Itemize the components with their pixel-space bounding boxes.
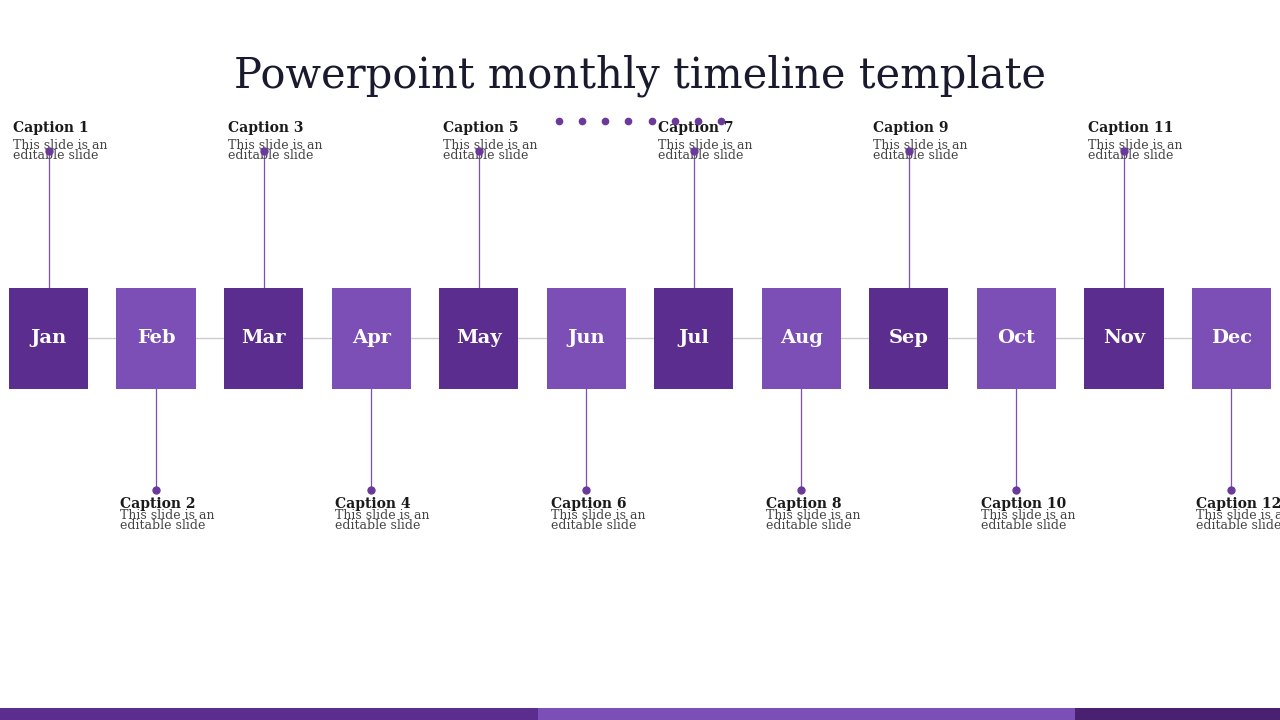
Text: Powerpoint monthly timeline template: Powerpoint monthly timeline template [234, 54, 1046, 97]
Text: Caption 8: Caption 8 [765, 497, 841, 510]
Text: Caption 10: Caption 10 [980, 497, 1066, 510]
Text: Caption 3: Caption 3 [228, 122, 303, 135]
Text: editable slide: editable slide [765, 519, 851, 532]
Text: editable slide: editable slide [873, 149, 959, 162]
Text: Apr: Apr [352, 329, 390, 347]
Text: editable slide: editable slide [13, 149, 99, 162]
Text: This slide is an: This slide is an [765, 509, 860, 522]
Text: Caption 12: Caption 12 [1196, 497, 1280, 510]
Text: Caption 6: Caption 6 [550, 497, 626, 510]
Text: editable slide: editable slide [120, 519, 206, 532]
Text: editable slide: editable slide [658, 149, 744, 162]
Text: Feb: Feb [137, 329, 175, 347]
Bar [0, 708, 538, 720]
FancyBboxPatch shape [439, 288, 518, 389]
Text: editable slide: editable slide [1196, 519, 1280, 532]
FancyBboxPatch shape [977, 288, 1056, 389]
FancyBboxPatch shape [116, 288, 196, 389]
Text: editable slide: editable slide [1088, 149, 1174, 162]
Text: Jan: Jan [31, 329, 67, 347]
FancyBboxPatch shape [762, 288, 841, 389]
Text: Caption 1: Caption 1 [13, 122, 88, 135]
Text: Nov: Nov [1103, 329, 1144, 347]
FancyBboxPatch shape [869, 288, 948, 389]
FancyBboxPatch shape [224, 288, 303, 389]
Text: Caption 11: Caption 11 [1088, 122, 1174, 135]
Text: editable slide: editable slide [228, 149, 314, 162]
FancyBboxPatch shape [1192, 288, 1271, 389]
FancyBboxPatch shape [547, 288, 626, 389]
Text: This slide is an: This slide is an [658, 139, 753, 152]
Text: This slide is an: This slide is an [443, 139, 538, 152]
Text: editable slide: editable slide [335, 519, 421, 532]
Text: This slide is an: This slide is an [873, 139, 968, 152]
Text: editable slide: editable slide [443, 149, 529, 162]
Text: Jul: Jul [678, 329, 709, 347]
FancyBboxPatch shape [1084, 288, 1164, 389]
Text: Oct: Oct [997, 329, 1036, 347]
Bar [538, 708, 1075, 720]
Text: Aug: Aug [780, 329, 823, 347]
Text: This slide is an: This slide is an [335, 509, 430, 522]
FancyBboxPatch shape [654, 288, 733, 389]
Text: Caption 4: Caption 4 [335, 497, 411, 510]
Text: This slide is an: This slide is an [980, 509, 1075, 522]
Text: Dec: Dec [1211, 329, 1252, 347]
Text: This slide is an: This slide is an [120, 509, 215, 522]
FancyBboxPatch shape [332, 288, 411, 389]
Text: Jun: Jun [567, 329, 605, 347]
Text: This slide is an: This slide is an [550, 509, 645, 522]
Text: This slide is an: This slide is an [13, 139, 108, 152]
Text: Caption 9: Caption 9 [873, 122, 948, 135]
Text: This slide is an: This slide is an [228, 139, 323, 152]
Text: Caption 2: Caption 2 [120, 497, 196, 510]
Text: Caption 7: Caption 7 [658, 122, 733, 135]
Text: May: May [456, 329, 502, 347]
Text: editable slide: editable slide [980, 519, 1066, 532]
FancyBboxPatch shape [9, 288, 88, 389]
Text: Sep: Sep [888, 329, 929, 347]
Bar [1075, 708, 1280, 720]
Text: editable slide: editable slide [550, 519, 636, 532]
Text: Caption 5: Caption 5 [443, 122, 518, 135]
Text: This slide is an: This slide is an [1196, 509, 1280, 522]
Text: This slide is an: This slide is an [1088, 139, 1183, 152]
Text: Mar: Mar [242, 329, 285, 347]
